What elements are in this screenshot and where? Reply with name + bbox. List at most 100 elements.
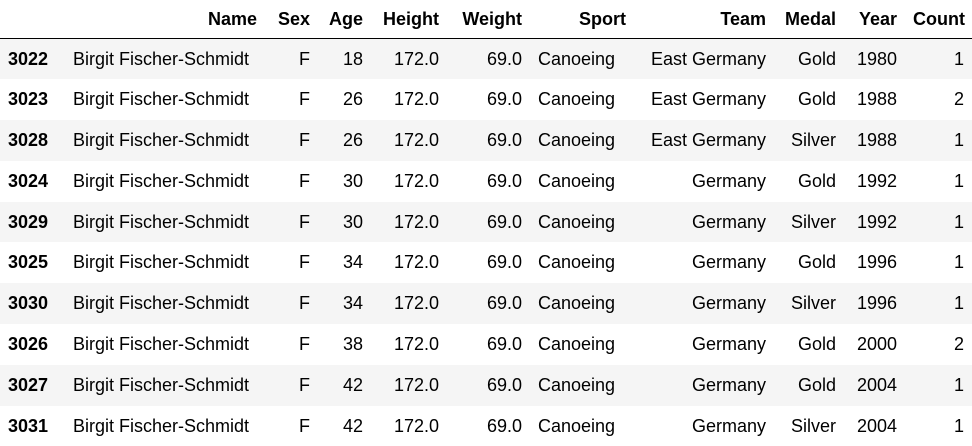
cell-count: 1	[953, 211, 964, 232]
cell-weight: 69.0	[486, 129, 522, 150]
row-index: 3022	[8, 48, 49, 69]
row-index: 3023	[8, 89, 49, 110]
column-header-count: Count	[905, 0, 972, 39]
cell-count: 1	[953, 48, 964, 69]
cell-year: 1992	[856, 170, 897, 191]
header-row: Name Sex Age Height Weight Sport Team Me…	[0, 0, 972, 39]
table-row: 3024 Birgit Fischer-Schmidt F 30 172.0 6…	[0, 160, 972, 202]
cell-weight: 69.0	[486, 211, 522, 232]
cell-year: 1980	[856, 48, 897, 69]
cell-sport: Canoeing	[538, 89, 616, 110]
cell-sex: F	[299, 48, 310, 69]
table-row: 3030 Birgit Fischer-Schmidt F 34 172.0 6…	[0, 283, 972, 325]
cell-sport: Canoeing	[538, 252, 616, 273]
cell-height: 172.0	[393, 374, 439, 395]
cell-name: Birgit Fischer-Schmidt	[73, 333, 250, 354]
table-row: 3025 Birgit Fischer-Schmidt F 34 172.0 6…	[0, 242, 972, 284]
cell-team: Germany	[691, 211, 766, 232]
cell-name: Birgit Fischer-Schmidt	[73, 252, 250, 273]
cell-age: 30	[342, 211, 363, 232]
cell-age: 42	[342, 415, 363, 436]
cell-weight: 69.0	[486, 415, 522, 436]
cell-weight: 69.0	[486, 293, 522, 314]
cell-year: 2004	[856, 374, 897, 395]
cell-age: 18	[342, 48, 363, 69]
cell-count: 1	[953, 415, 964, 436]
cell-name: Birgit Fischer-Schmidt	[73, 211, 250, 232]
column-header-name: Name	[65, 0, 265, 39]
cell-medal: Silver	[790, 293, 836, 314]
column-header-weight: Weight	[447, 0, 530, 39]
cell-sex: F	[299, 129, 310, 150]
cell-team: Germany	[691, 374, 766, 395]
cell-team: Germany	[691, 170, 766, 191]
cell-count: 1	[953, 170, 964, 191]
cell-count: 1	[953, 293, 964, 314]
cell-age: 26	[342, 129, 363, 150]
table-row: 3023 Birgit Fischer-Schmidt F 26 172.0 6…	[0, 79, 972, 121]
column-header-sport: Sport	[530, 0, 634, 39]
cell-team: Germany	[691, 415, 766, 436]
column-header-sex: Sex	[265, 0, 318, 39]
cell-team: Germany	[691, 252, 766, 273]
cell-year: 1992	[856, 211, 897, 232]
cell-height: 172.0	[393, 415, 439, 436]
index-header	[0, 0, 65, 39]
cell-sport: Canoeing	[538, 48, 616, 69]
cell-team: East Germany	[650, 129, 766, 150]
cell-medal: Gold	[797, 333, 836, 354]
cell-year: 2000	[856, 333, 897, 354]
cell-age: 38	[342, 333, 363, 354]
table-row: 3026 Birgit Fischer-Schmidt F 38 172.0 6…	[0, 324, 972, 365]
row-index: 3025	[8, 252, 49, 273]
cell-age: 34	[342, 252, 363, 273]
cell-sex: F	[299, 374, 310, 395]
cell-sport: Canoeing	[538, 415, 616, 436]
cell-name: Birgit Fischer-Schmidt	[73, 170, 250, 191]
cell-sport: Canoeing	[538, 129, 616, 150]
cell-age: 26	[342, 89, 363, 110]
table-row: 3027 Birgit Fischer-Schmidt F 42 172.0 6…	[0, 364, 972, 406]
cell-sex: F	[299, 293, 310, 314]
cell-medal: Silver	[790, 415, 836, 436]
cell-team: Germany	[691, 293, 766, 314]
cell-height: 172.0	[393, 129, 439, 150]
cell-sex: F	[299, 333, 310, 354]
cell-sport: Canoeing	[538, 293, 616, 314]
cell-sport: Canoeing	[538, 333, 616, 354]
cell-weight: 69.0	[486, 48, 522, 69]
cell-age: 34	[342, 293, 363, 314]
column-header-team: Team	[634, 0, 774, 39]
cell-medal: Gold	[797, 48, 836, 69]
cell-name: Birgit Fischer-Schmidt	[73, 415, 250, 436]
cell-age: 30	[342, 170, 363, 191]
cell-sport: Canoeing	[538, 211, 616, 232]
cell-medal: Gold	[797, 252, 836, 273]
cell-year: 1988	[856, 89, 897, 110]
cell-year: 1996	[856, 293, 897, 314]
cell-name: Birgit Fischer-Schmidt	[73, 89, 250, 110]
cell-count: 1	[953, 129, 964, 150]
cell-name: Birgit Fischer-Schmidt	[73, 374, 250, 395]
cell-weight: 69.0	[486, 252, 522, 273]
cell-medal: Gold	[797, 374, 836, 395]
cell-name: Birgit Fischer-Schmidt	[73, 48, 250, 69]
cell-count: 1	[953, 374, 964, 395]
cell-name: Birgit Fischer-Schmidt	[73, 293, 250, 314]
table-row: 3029 Birgit Fischer-Schmidt F 30 172.0 6…	[0, 201, 972, 243]
cell-team: Germany	[691, 333, 766, 354]
table-row: 3028 Birgit Fischer-Schmidt F 26 172.0 6…	[0, 120, 972, 161]
cell-medal: Silver	[790, 211, 836, 232]
cell-height: 172.0	[393, 293, 439, 314]
row-index: 3027	[8, 374, 49, 395]
cell-sex: F	[299, 89, 310, 110]
cell-sex: F	[299, 211, 310, 232]
cell-height: 172.0	[393, 211, 439, 232]
column-header-medal: Medal	[774, 0, 844, 39]
row-index: 3028	[8, 129, 49, 150]
column-header-age: Age	[318, 0, 371, 39]
column-header-height: Height	[371, 0, 447, 39]
cell-count: 2	[953, 89, 964, 110]
cell-name: Birgit Fischer-Schmidt	[73, 129, 250, 150]
